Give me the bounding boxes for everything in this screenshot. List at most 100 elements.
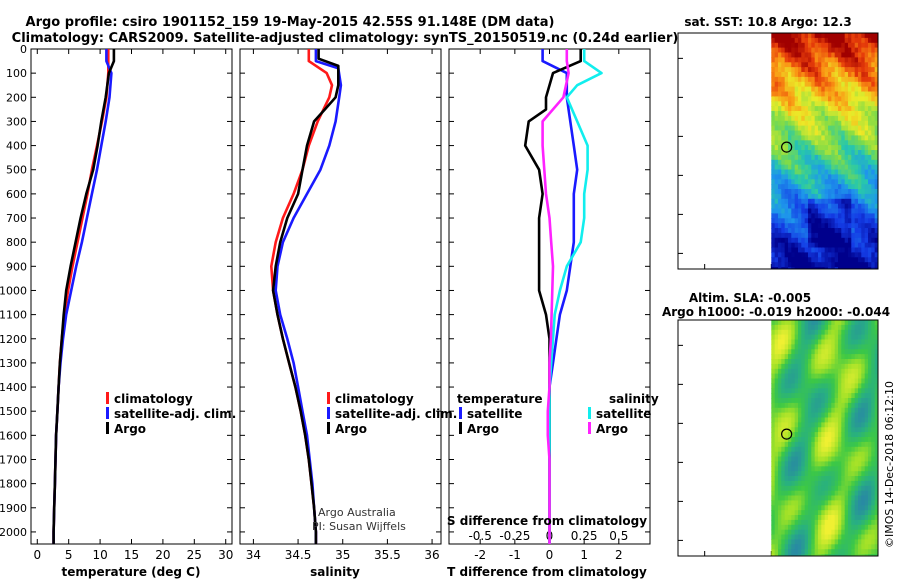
map-cell <box>858 218 862 224</box>
map-cell <box>804 529 809 536</box>
lat-tick-label: -38 <box>652 51 672 65</box>
map-cell <box>808 524 812 531</box>
map-cell <box>838 407 842 414</box>
map-cell <box>828 490 832 497</box>
map-cell <box>804 437 809 443</box>
map-cell <box>844 422 849 428</box>
map-cell <box>821 529 826 536</box>
map-cell <box>858 437 862 443</box>
map-cell <box>811 150 816 156</box>
map-cell <box>828 42 832 49</box>
map-cell <box>854 334 859 341</box>
map-cell <box>874 334 878 341</box>
map-cell <box>794 47 799 54</box>
map-cell <box>801 154 806 161</box>
map-cell <box>824 422 829 428</box>
map-cell <box>824 383 829 389</box>
map-cell <box>871 86 876 93</box>
map-cell <box>818 451 822 458</box>
map-cell <box>841 252 846 258</box>
map-cell <box>851 193 856 200</box>
map-cell <box>781 135 786 141</box>
map-cell <box>831 159 836 166</box>
map-cell <box>864 339 869 345</box>
map-cell <box>864 242 869 249</box>
map-cell <box>824 329 829 336</box>
map-cell <box>868 534 872 540</box>
map-cell <box>864 76 869 83</box>
map-cell <box>784 373 789 380</box>
map-cell <box>798 213 802 219</box>
map-cell <box>861 218 866 224</box>
map-cell <box>814 33 819 39</box>
map-cell <box>851 247 856 253</box>
map-cell <box>811 437 816 443</box>
map-cell <box>784 471 789 477</box>
map-cell <box>831 524 836 531</box>
map-cell <box>868 86 872 93</box>
map-cell <box>831 446 836 453</box>
map-cell <box>808 232 812 239</box>
map-cell <box>818 490 822 497</box>
map-cell <box>814 466 819 472</box>
map-cell <box>848 359 852 365</box>
map-cell <box>804 52 809 58</box>
map-cell <box>798 344 802 350</box>
map-cell <box>858 159 862 166</box>
map-cell <box>864 237 869 244</box>
map-cell <box>838 554 842 556</box>
map-cell <box>781 47 786 54</box>
map-cell <box>851 451 856 458</box>
x-tick-label: 1 <box>580 548 588 562</box>
map-cell <box>834 189 839 195</box>
map-cell <box>808 398 812 404</box>
map-cell <box>874 554 878 556</box>
map-cell <box>808 252 812 258</box>
map-cell <box>824 169 829 175</box>
map-cell <box>874 198 878 205</box>
map-cell <box>798 193 802 200</box>
map-cell <box>811 232 816 239</box>
map-cell <box>778 334 782 341</box>
map-cell <box>848 106 852 112</box>
map-cell <box>828 62 832 68</box>
map-cell <box>844 437 849 443</box>
map-cell <box>834 154 839 161</box>
map-cell <box>854 169 859 175</box>
map-cell <box>858 402 862 409</box>
map-cell <box>794 130 799 136</box>
map-cell <box>794 490 799 497</box>
map-cell <box>874 213 878 219</box>
map-cell <box>848 174 852 180</box>
map-cell <box>771 466 776 472</box>
map-cell <box>824 534 829 540</box>
map-cell <box>814 237 819 244</box>
map-cell <box>838 466 842 472</box>
map-cell <box>834 500 839 506</box>
map-cell <box>774 466 779 472</box>
map-cell <box>834 524 839 531</box>
map-cell <box>774 145 779 151</box>
map-cell <box>841 189 846 195</box>
map-cell <box>771 252 776 258</box>
map-cell <box>831 120 836 127</box>
map-cell <box>834 47 839 54</box>
map-cell <box>808 257 812 263</box>
map-cell <box>861 252 866 258</box>
map-cell <box>844 91 849 97</box>
map-cell <box>824 208 829 214</box>
map-cell <box>794 218 799 224</box>
map-cell <box>818 441 822 448</box>
map-cell <box>864 549 869 555</box>
map-cell <box>868 368 872 375</box>
map-cell <box>861 140 866 146</box>
map-cell <box>824 81 829 88</box>
map-cell <box>811 461 816 467</box>
map-cell <box>804 189 809 195</box>
map-cell <box>834 485 839 492</box>
map-cell <box>841 451 846 458</box>
map-cell <box>828 373 832 380</box>
map-cell <box>868 42 872 49</box>
map-cell <box>794 174 799 180</box>
map-cell <box>804 549 809 555</box>
